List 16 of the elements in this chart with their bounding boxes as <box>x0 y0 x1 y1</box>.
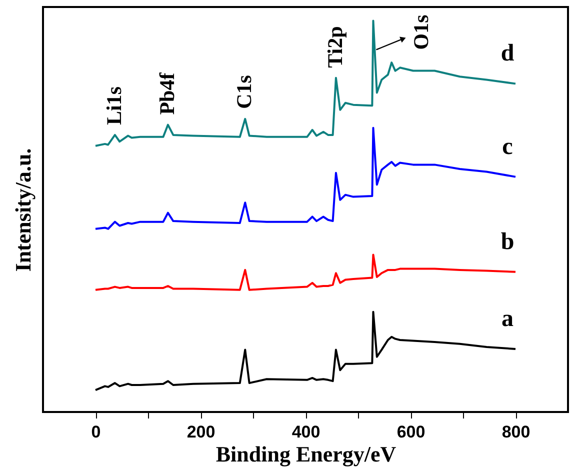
annotation: O1s <box>409 14 434 50</box>
series-label: b <box>500 228 514 255</box>
series-label: d <box>500 40 515 67</box>
y-axis-title: Intensity/a.u. <box>10 148 36 272</box>
x-tick-label: 600 <box>396 422 426 442</box>
x-tick-label: 800 <box>502 422 530 442</box>
x-tick-label: 200 <box>186 422 216 442</box>
annotation: C1s <box>232 75 256 109</box>
annotation: Pb4f <box>154 72 179 115</box>
series-label: c <box>502 134 514 160</box>
series-label: a <box>502 306 514 332</box>
x-tick-label: 400 <box>292 422 320 442</box>
x-tick-label: 0 <box>91 422 101 442</box>
annotation: Ti2p <box>322 26 347 68</box>
annotation: Li1s <box>102 86 126 125</box>
x-axis-title: Binding Energy/eV <box>216 442 396 466</box>
